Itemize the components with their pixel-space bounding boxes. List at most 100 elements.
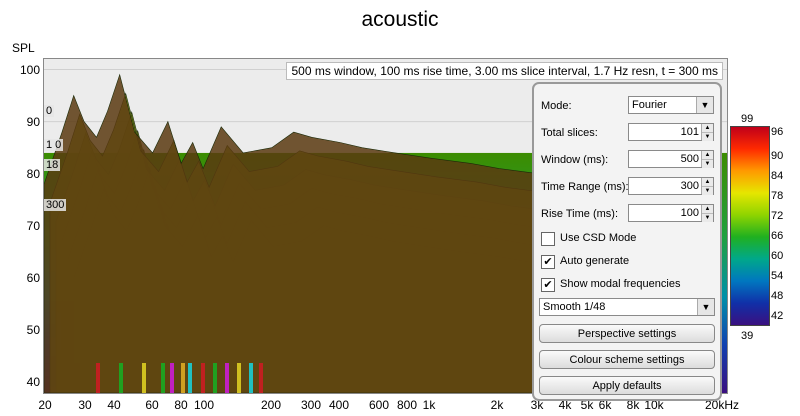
- total-slices-label: Total slices:: [541, 127, 598, 139]
- x-tick: 2k: [490, 398, 504, 412]
- spin-up-icon[interactable]: ▲: [702, 205, 713, 214]
- x-tick: 20: [38, 398, 52, 412]
- modal-frequency-marker: [213, 363, 217, 393]
- slice-label: 300: [44, 199, 67, 211]
- x-tick: 1k: [422, 398, 436, 412]
- time-range-label: Time Range (ms):: [541, 181, 629, 193]
- y-tick-70: 70: [26, 219, 40, 233]
- total-slices-value: 101: [680, 126, 699, 138]
- slice-label: 1 0: [44, 139, 64, 151]
- checkbox-box[interactable]: [541, 232, 555, 246]
- y-tick-100: 100: [19, 63, 40, 77]
- x-tick: 400: [328, 398, 350, 412]
- x-tick: 20kHz: [704, 398, 740, 412]
- x-tick: 4k: [558, 398, 572, 412]
- x-tick: 40: [107, 398, 121, 412]
- chevron-down-icon[interactable]: ▼: [696, 97, 713, 113]
- spin-down-icon[interactable]: ▼: [702, 187, 713, 195]
- apply-defaults-button[interactable]: Apply defaults: [539, 376, 715, 395]
- mode-label: Mode:: [541, 100, 572, 112]
- colorbar-tick: 72: [771, 210, 784, 222]
- info-banner: 500 ms window, 100 ms rise time, 3.00 ms…: [286, 62, 723, 80]
- perspective-settings-button[interactable]: Perspective settings: [539, 324, 715, 343]
- show-modal-label: Show modal frequencies: [560, 278, 681, 290]
- window-field[interactable]: 500 ▲ ▼: [628, 150, 714, 168]
- waterfall-settings-panel: Mode: Fourier ▼ Total slices: 101 ▲ ▼ Win…: [532, 82, 722, 401]
- x-tick: 800: [396, 398, 418, 412]
- chevron-down-icon[interactable]: ▼: [697, 299, 714, 315]
- modal-frequency-marker: [96, 363, 100, 393]
- colorbar-tick: 66: [771, 230, 784, 242]
- time-range-value: 300: [680, 180, 699, 192]
- spin-up-icon[interactable]: ▲: [702, 151, 713, 160]
- modal-frequency-marker: [225, 363, 229, 393]
- colour-scheme-settings-button[interactable]: Colour scheme settings: [539, 350, 715, 369]
- colorbar: [730, 126, 770, 326]
- spin-down-icon[interactable]: ▼: [702, 214, 713, 222]
- spin-down-icon[interactable]: ▼: [702, 160, 713, 168]
- x-tick: 3k: [530, 398, 544, 412]
- modal-frequency-marker: [259, 363, 263, 393]
- total-slices-field[interactable]: 101 ▲ ▼: [628, 123, 714, 141]
- x-tick: 80: [174, 398, 188, 412]
- chart-title: acoustic: [361, 8, 439, 31]
- rise-time-value: 100: [680, 207, 699, 219]
- x-tick: 100: [193, 398, 215, 412]
- spin-up-icon[interactable]: ▲: [702, 124, 713, 133]
- colorbar-tick: 48: [771, 290, 784, 302]
- colorbar-tick: 42: [771, 310, 784, 322]
- x-tick: 5k: [580, 398, 594, 412]
- rise-time-label: Rise Time (ms):: [541, 208, 618, 220]
- modal-frequency-marker: [119, 363, 123, 393]
- x-tick: 10k: [644, 398, 664, 412]
- y-tick-40: 40: [26, 375, 40, 389]
- smoothing-select[interactable]: Smooth 1/48 ▼: [539, 298, 715, 316]
- modal-frequency-marker: [181, 363, 185, 393]
- mode-value: Fourier: [632, 99, 667, 111]
- colorbar-tick: 84: [771, 170, 784, 182]
- colorbar-tick: 60: [771, 250, 784, 262]
- x-tick: 300: [300, 398, 322, 412]
- time-range-spinner[interactable]: ▲ ▼: [701, 178, 713, 195]
- x-tick: 30: [78, 398, 92, 412]
- colorbar-max-label: 99: [741, 113, 754, 125]
- time-range-field[interactable]: 300 ▲ ▼: [628, 177, 714, 195]
- rise-time-field[interactable]: 100 ▲ ▼: [628, 204, 714, 222]
- colorbar-tick: 54: [771, 270, 784, 282]
- modal-frequency-marker: [249, 363, 253, 393]
- colorbar-min-label: 39: [741, 330, 754, 342]
- window-spinner[interactable]: ▲ ▼: [701, 151, 713, 168]
- auto-generate-label: Auto generate: [560, 255, 630, 267]
- spin-down-icon[interactable]: ▼: [702, 133, 713, 141]
- x-tick: 6k: [598, 398, 612, 412]
- x-tick: 200: [260, 398, 282, 412]
- window-value: 500: [680, 153, 699, 165]
- checkbox-box[interactable]: ✔: [541, 255, 555, 269]
- waterfall-slice: [44, 73, 569, 393]
- modal-frequency-marker: [161, 363, 165, 393]
- modal-frequency-marker: [170, 363, 174, 393]
- colorbar-tick: 90: [771, 150, 784, 162]
- rise-time-spinner[interactable]: ▲ ▼: [701, 205, 713, 222]
- modal-frequency-marker: [142, 363, 146, 393]
- spin-up-icon[interactable]: ▲: [702, 178, 713, 187]
- smoothing-value: Smooth 1/48: [543, 301, 606, 313]
- y-axis-label: SPL: [12, 41, 35, 55]
- x-tick: 8k: [626, 398, 640, 412]
- modal-frequency-marker: [237, 363, 241, 393]
- use-csd-label: Use CSD Mode: [560, 232, 637, 244]
- mode-select[interactable]: Fourier ▼: [628, 96, 714, 114]
- x-tick: 60: [145, 398, 159, 412]
- y-tick-90: 90: [26, 115, 40, 129]
- colorbar-tick: 78: [771, 190, 784, 202]
- y-tick-50: 50: [26, 323, 40, 337]
- slice-label: 18: [44, 159, 61, 171]
- x-tick: 600: [368, 398, 390, 412]
- y-tick-60: 60: [26, 271, 40, 285]
- y-tick-80: 80: [26, 167, 40, 181]
- checkbox-box[interactable]: ✔: [541, 278, 555, 292]
- modal-frequency-marker: [201, 363, 205, 393]
- total-slices-spinner[interactable]: ▲ ▼: [701, 124, 713, 141]
- modal-frequency-marker: [188, 363, 192, 393]
- colorbar-tick: 96: [771, 126, 784, 138]
